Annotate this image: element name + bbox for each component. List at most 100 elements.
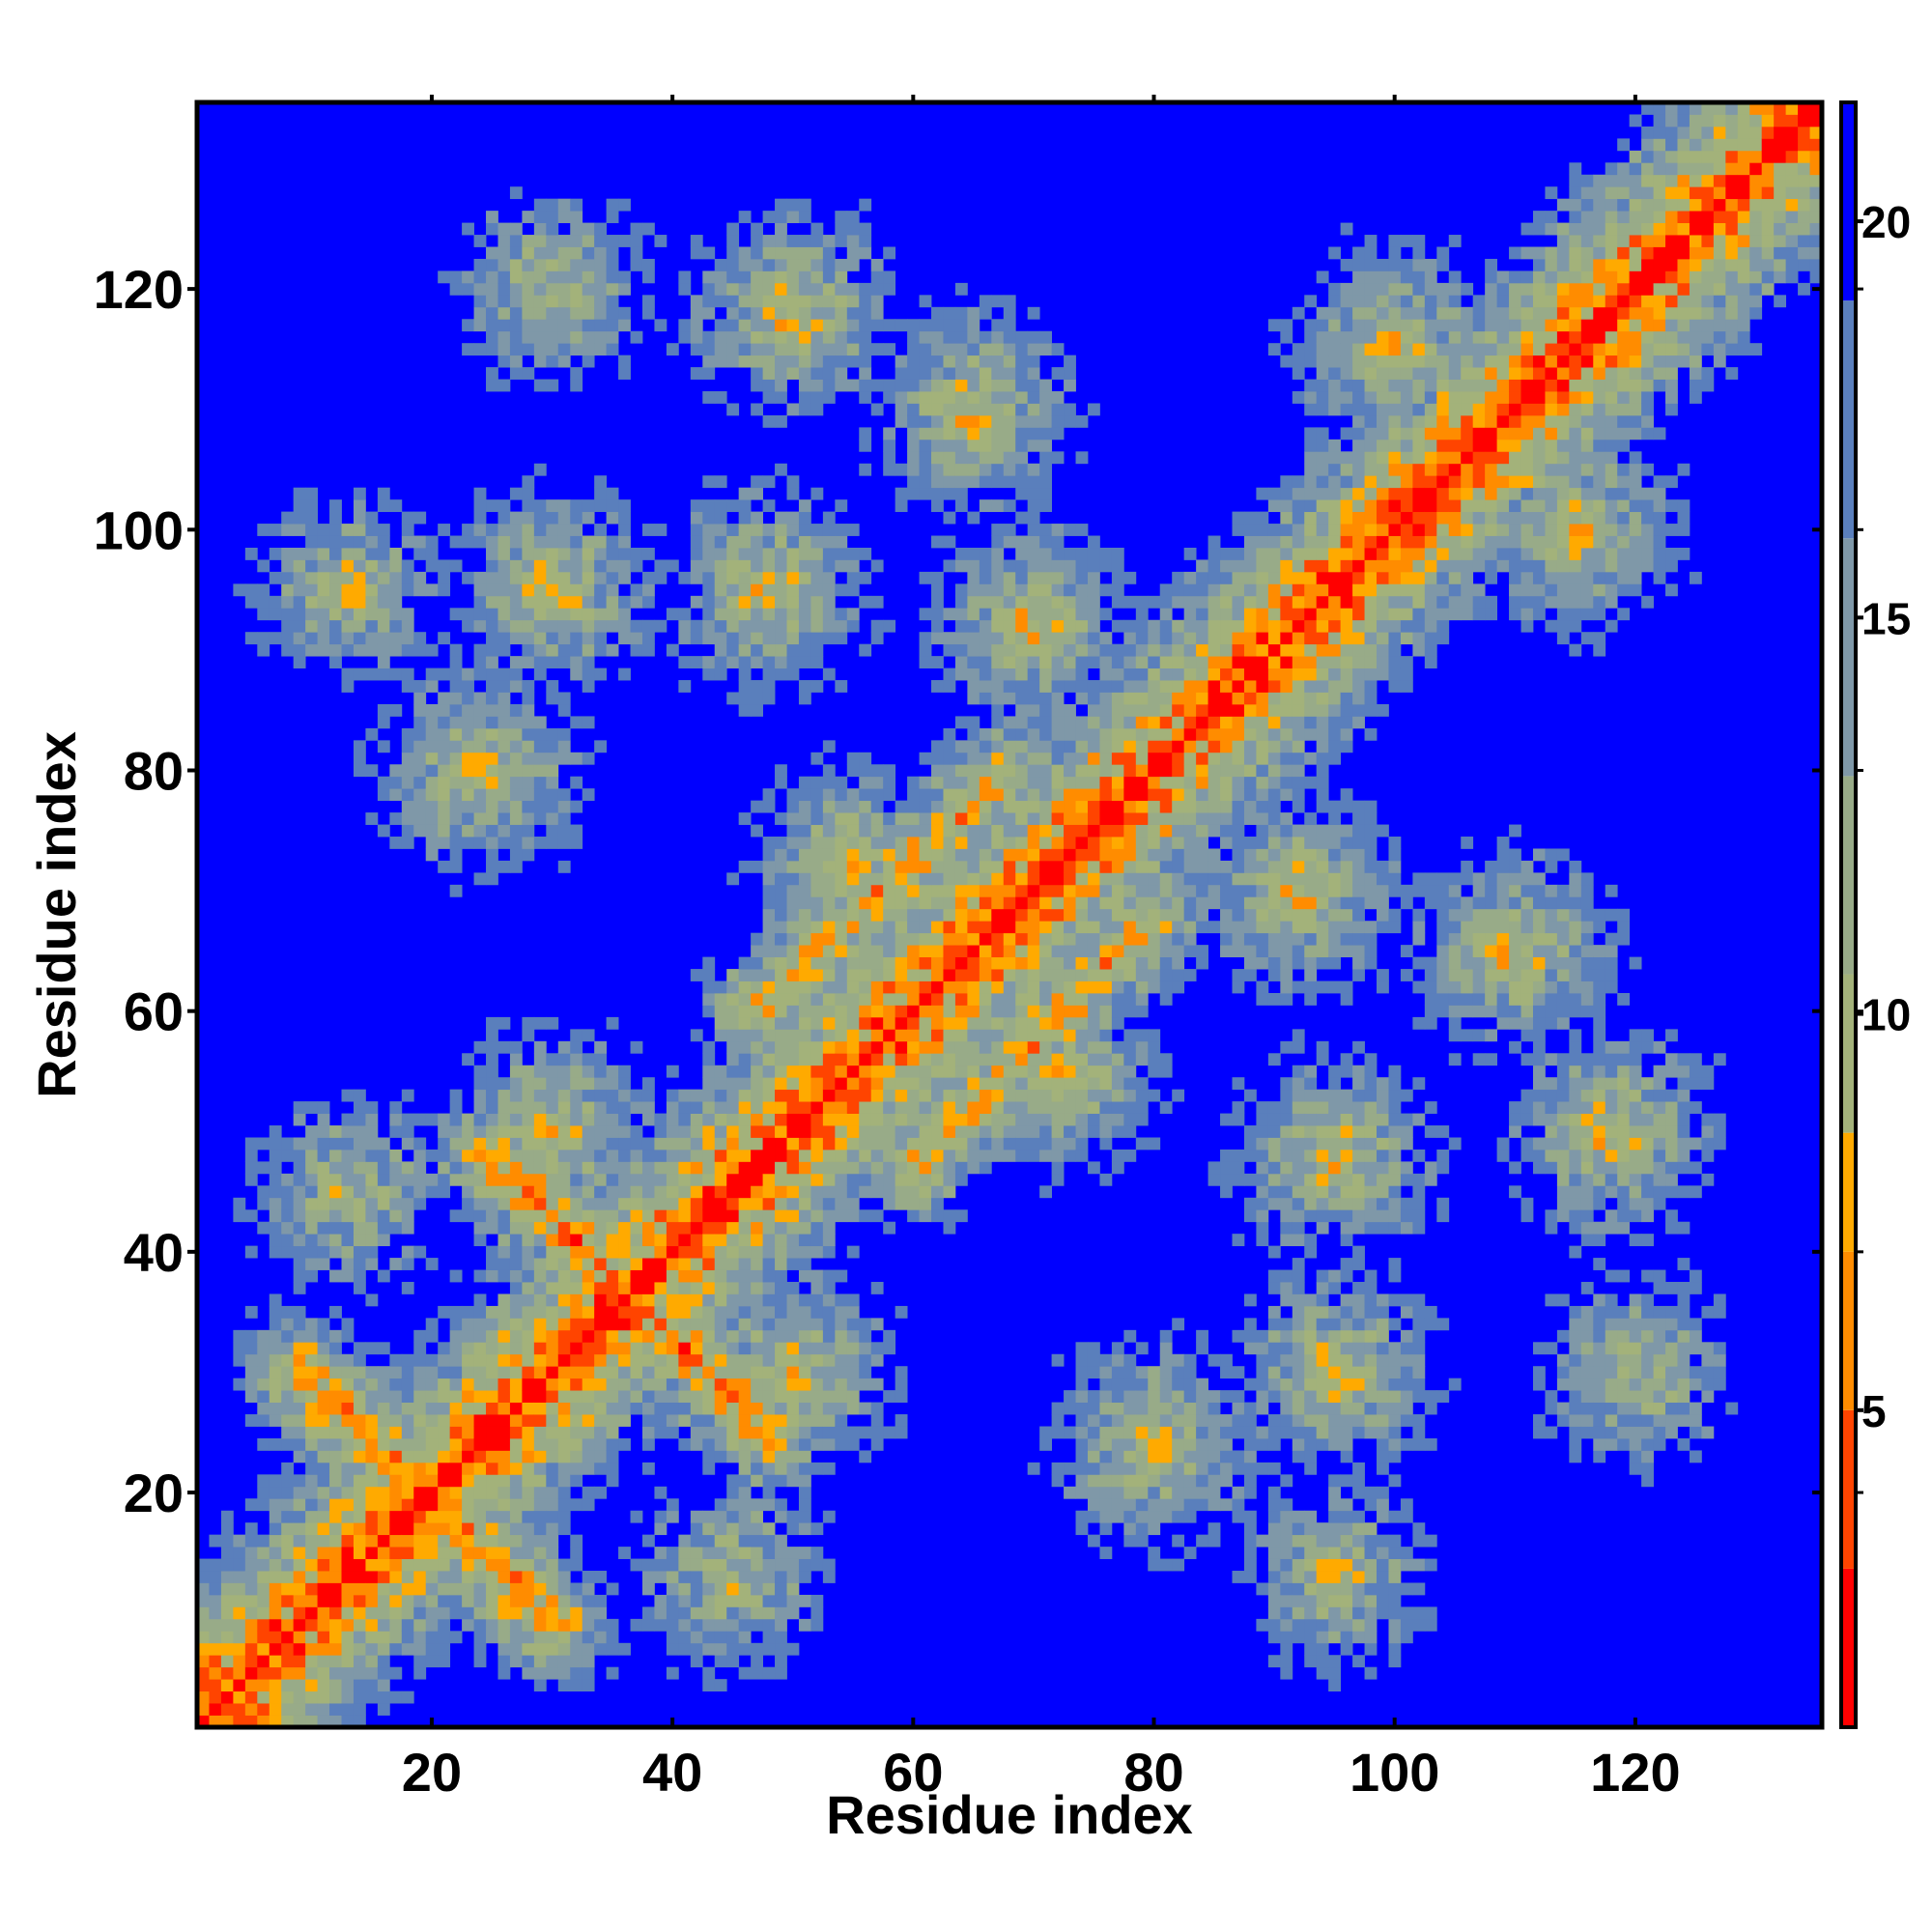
heatmap-cell <box>835 1269 848 1283</box>
heatmap-cell <box>425 1113 439 1126</box>
heatmap-cell <box>401 1571 414 1583</box>
heatmap-cell <box>244 1558 258 1572</box>
heatmap-cell <box>931 1125 944 1138</box>
heatmap-cell <box>557 619 571 633</box>
heatmap-cell <box>786 1582 800 1596</box>
heatmap-cell <box>486 1582 498 1596</box>
heatmap-cell <box>365 1522 379 1536</box>
heatmap-cell <box>630 1089 643 1102</box>
heatmap-cell <box>1087 1390 1100 1403</box>
heatmap-cell <box>786 1149 800 1162</box>
heatmap-cell <box>726 1390 740 1403</box>
heatmap-cell <box>317 1631 330 1644</box>
heatmap-cell <box>413 764 427 778</box>
heatmap-cell <box>486 1534 498 1548</box>
heatmap-cell <box>389 1666 403 1680</box>
heatmap-cell <box>870 800 884 813</box>
heatmap-cell <box>509 800 523 813</box>
heatmap-cell <box>1003 1065 1016 1078</box>
heatmap-cell <box>486 1305 498 1319</box>
heatmap-cell <box>269 1414 282 1427</box>
heatmap-cell <box>738 1161 752 1175</box>
heatmap-cell <box>389 1558 403 1572</box>
heatmap-cell <box>438 1547 451 1559</box>
heatmap-cell <box>702 668 716 681</box>
heatmap-cell <box>775 872 787 886</box>
heatmap-cell <box>486 1342 498 1355</box>
heatmap-cell <box>1015 800 1029 813</box>
heatmap-cell <box>509 1161 523 1175</box>
heatmap-cell <box>317 1450 330 1463</box>
heatmap-cell <box>678 270 692 284</box>
heatmap-cell <box>606 343 619 356</box>
heatmap-cell <box>462 343 474 356</box>
heatmap-cell <box>1064 896 1076 910</box>
heatmap-cell <box>522 692 535 705</box>
heatmap-cell <box>726 1029 740 1042</box>
heatmap-cell <box>1027 463 1040 476</box>
heatmap-cell <box>967 837 980 849</box>
heatmap-cell <box>1064 632 1076 645</box>
heatmap-cell <box>353 1582 366 1596</box>
heatmap-cell <box>810 1016 824 1030</box>
heatmap-cell <box>269 1606 282 1620</box>
heatmap-cell <box>557 1679 571 1692</box>
heatmap-cell <box>281 1173 295 1186</box>
heatmap-cell <box>365 1197 379 1210</box>
heatmap-cell <box>786 559 800 573</box>
heatmap-cell <box>666 1618 679 1632</box>
heatmap-cell <box>594 1305 608 1319</box>
heatmap-cell <box>641 1282 655 1294</box>
heatmap-cell <box>798 1269 811 1283</box>
heatmap-cell <box>509 1221 523 1235</box>
heatmap-cell <box>462 319 474 332</box>
heatmap-cell <box>798 571 811 584</box>
heatmap-cell <box>751 608 763 621</box>
heatmap-cell <box>1015 1137 1029 1151</box>
heatmap-cell <box>822 270 836 284</box>
heatmap-cell <box>1075 824 1089 838</box>
heatmap-cell <box>907 414 920 428</box>
heatmap-cell <box>1087 969 1100 981</box>
heatmap-cell <box>244 1703 258 1716</box>
heatmap-cell <box>822 619 836 633</box>
heatmap-cell <box>509 1040 523 1054</box>
heatmap-cell <box>822 246 836 260</box>
heatmap-cell <box>1064 559 1076 573</box>
heatmap-cell <box>702 619 716 633</box>
heatmap-cell <box>678 1534 692 1548</box>
heatmap-cell <box>1027 547 1040 560</box>
heatmap-cell <box>786 235 800 247</box>
heatmap-cell <box>522 1486 535 1499</box>
heatmap-cell <box>798 282 811 296</box>
heatmap-cell <box>919 1077 932 1091</box>
heatmap-cell <box>690 1642 703 1656</box>
heatmap-cell <box>570 824 583 838</box>
heatmap-cell <box>341 1173 355 1186</box>
heatmap-cell <box>377 1402 390 1415</box>
heatmap-cell <box>353 1498 366 1512</box>
heatmap-cell <box>401 764 414 778</box>
heatmap-cell <box>377 776 390 789</box>
heatmap-cell <box>582 1486 595 1499</box>
heatmap-cell <box>509 511 523 525</box>
heatmap-cell <box>690 632 703 645</box>
heatmap-cell <box>762 1065 776 1078</box>
heatmap-cell <box>1075 583 1089 597</box>
heatmap-cell <box>786 1234 800 1247</box>
heatmap-cell <box>714 343 727 356</box>
heatmap-cell <box>1099 1137 1113 1151</box>
heatmap-cell <box>979 884 992 897</box>
heatmap-cell <box>666 1101 679 1114</box>
heatmap-cell <box>762 547 776 560</box>
heatmap-cell <box>486 800 498 813</box>
heatmap-cell <box>509 306 523 320</box>
heatmap-cell <box>751 403 763 416</box>
heatmap-cell <box>835 619 848 633</box>
heatmap-cell <box>726 1582 740 1596</box>
heatmap-cell <box>798 403 811 416</box>
heatmap-cell <box>497 1486 511 1499</box>
heatmap-cell <box>810 330 824 344</box>
heatmap-cell <box>979 932 992 946</box>
heatmap-cell <box>377 619 390 633</box>
